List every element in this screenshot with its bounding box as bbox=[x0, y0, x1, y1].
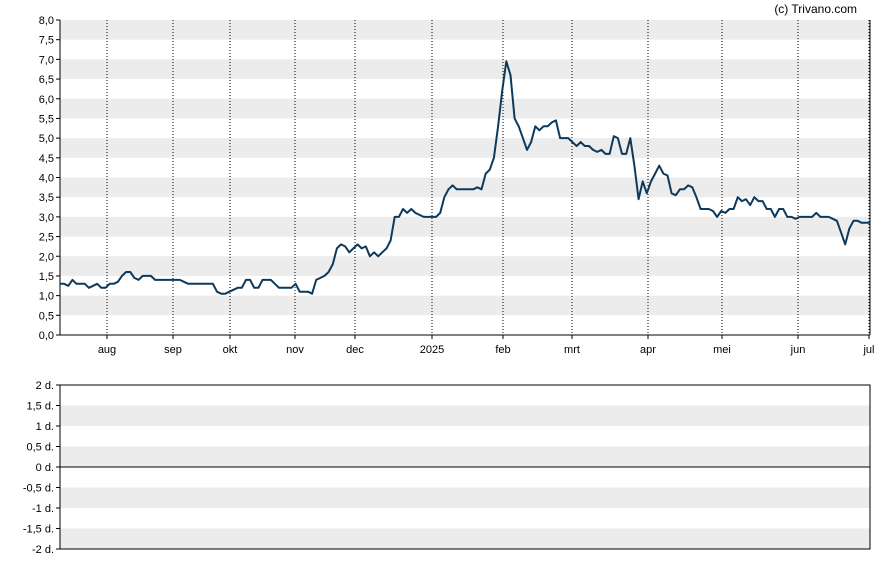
y-tick-label: 0,5 bbox=[39, 310, 54, 322]
y-tick-label: -1,5 d. bbox=[23, 524, 54, 536]
y-tick-label: 5,0 bbox=[39, 133, 54, 145]
price-chart: aug sep okt nov dec 2025 feb mrt apr mei jun jul 0,0… bbox=[39, 15, 875, 356]
y-tick-label: 0,0 bbox=[39, 330, 54, 342]
grid-band bbox=[60, 256, 870, 276]
grid-band bbox=[60, 59, 870, 80]
grid-band bbox=[60, 487, 870, 508]
grid-band bbox=[60, 177, 870, 198]
x-tick-label: okt bbox=[223, 344, 238, 356]
y-tick-label: 6,0 bbox=[39, 94, 54, 106]
grid-band bbox=[60, 446, 870, 467]
secondary-chart: -2 d. -1,5 d. -1 d. -0,5 d. 0 d. 0,5 d. 1 d. 1,… bbox=[23, 380, 871, 556]
y-tick-label: -0,5 d. bbox=[23, 483, 54, 495]
y-tick-label: 7,0 bbox=[39, 54, 54, 66]
y-tick-label: -2 d. bbox=[32, 544, 54, 556]
y-tick-label: 2,5 bbox=[39, 232, 54, 244]
secondary-frame bbox=[59, 384, 871, 550]
y-tick-label: 7,5 bbox=[39, 35, 54, 47]
grid-band bbox=[60, 405, 870, 426]
x-tick-label: sep bbox=[164, 344, 182, 356]
grid-band bbox=[60, 216, 870, 237]
y-tick-label: -1 d. bbox=[32, 503, 54, 515]
y-tick-label: 5,5 bbox=[39, 113, 54, 125]
y-tick-label: 3,5 bbox=[39, 192, 54, 204]
y-tick-label: 1,5 d. bbox=[26, 401, 54, 413]
y-tick-label: 8,0 bbox=[39, 15, 54, 27]
grid-band bbox=[60, 295, 870, 316]
x-tick-label: aug bbox=[98, 344, 116, 356]
grid-band bbox=[60, 528, 870, 549]
x-tick-label: feb bbox=[495, 344, 510, 356]
x-tick-label: mei bbox=[713, 344, 731, 356]
y-tick-label: 4,5 bbox=[39, 153, 54, 165]
x-tick-label: apr bbox=[640, 344, 656, 356]
y-tick-label: 2,0 bbox=[39, 251, 54, 263]
y-tick-label: 0 d. bbox=[36, 462, 54, 474]
y-tick-label: 0,5 d. bbox=[26, 442, 54, 454]
y-tick-label: 1,0 bbox=[39, 291, 54, 303]
x-tick-label: nov bbox=[286, 344, 304, 356]
y-tick-label: 3,0 bbox=[39, 212, 54, 224]
price-series-line bbox=[60, 60, 870, 295]
y-tick-label: 6,5 bbox=[39, 74, 54, 86]
grid-band bbox=[60, 98, 870, 119]
y-tick-label: 2 d. bbox=[36, 380, 54, 392]
y-tick-label: 4,0 bbox=[39, 173, 54, 185]
x-tick-label: dec bbox=[346, 344, 364, 356]
y-tick-label: 1,5 bbox=[39, 271, 54, 283]
credit-text: (c) Trivano.com bbox=[774, 2, 857, 16]
x-tick-label: mrt bbox=[564, 344, 580, 356]
grid-band bbox=[60, 20, 870, 40]
x-tick-label: 2025 bbox=[420, 344, 444, 356]
grid-band bbox=[60, 138, 870, 158]
x-tick-label: jun bbox=[790, 344, 806, 356]
x-tick-label: jul bbox=[862, 344, 874, 356]
y-tick-label: 1 d. bbox=[36, 421, 54, 433]
